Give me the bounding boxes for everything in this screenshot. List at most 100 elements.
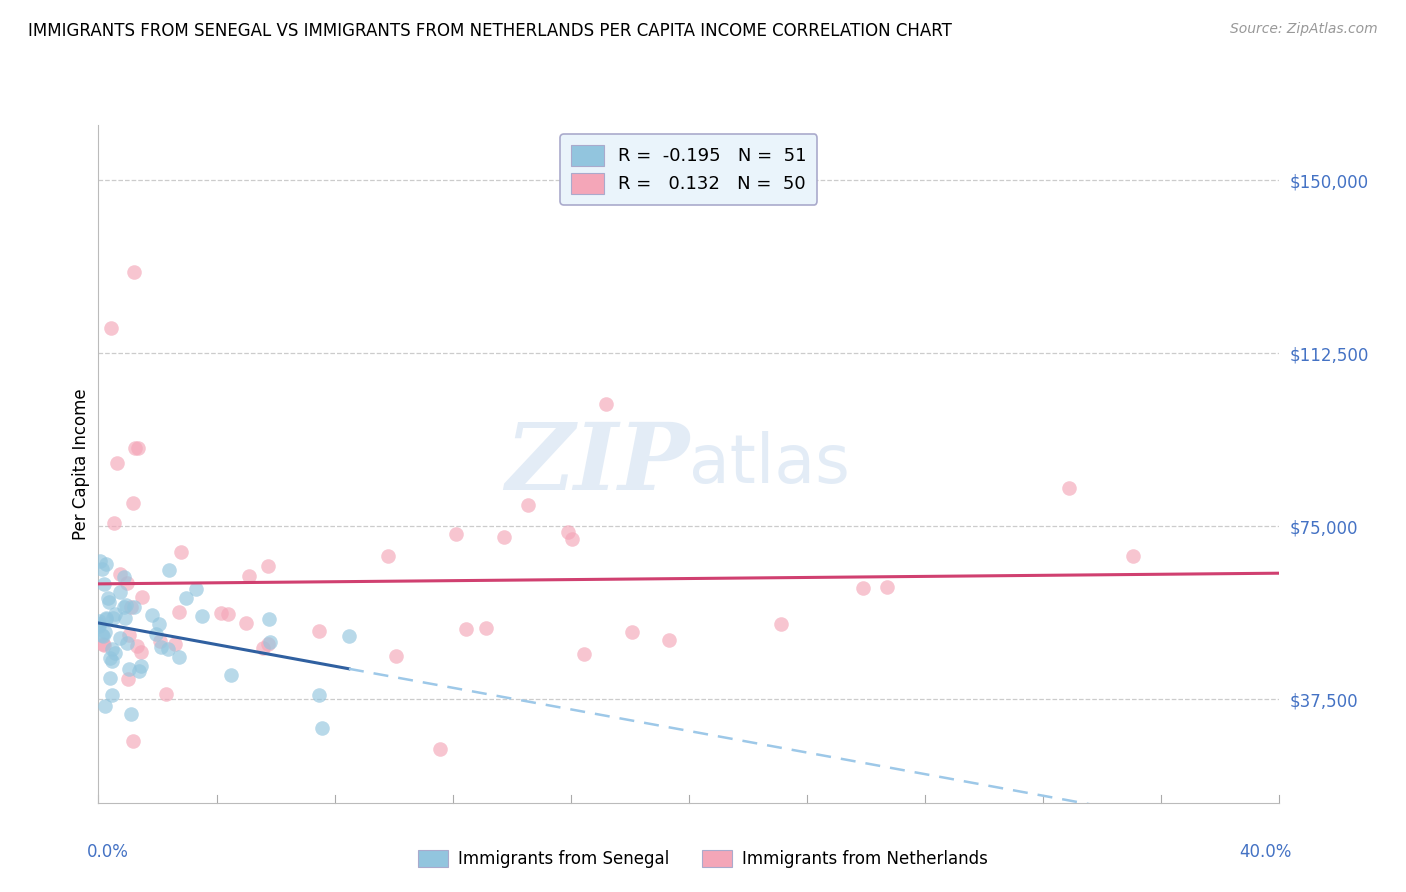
- Legend: R =  -0.195   N =  51, R =   0.132   N =  50: R = -0.195 N = 51, R = 0.132 N = 50: [561, 134, 817, 204]
- Point: [115, 636, 138, 650]
- Point: [94, 625, 117, 640]
- Point: [98, 671, 121, 685]
- Y-axis label: Per Capita Income: Per Capita Income: [72, 388, 90, 540]
- Point: [114, 598, 136, 612]
- Point: [1057, 481, 1080, 495]
- Point: [118, 628, 141, 642]
- Point: [121, 496, 143, 510]
- Point: [93, 638, 115, 652]
- Point: [103, 607, 125, 621]
- Point: [235, 615, 257, 630]
- Point: [101, 688, 124, 702]
- Point: [122, 265, 145, 279]
- Text: ZIP: ZIP: [505, 419, 689, 508]
- Point: [90, 562, 112, 576]
- Point: [149, 633, 172, 648]
- Point: [252, 641, 274, 656]
- Point: [219, 668, 242, 682]
- Point: [98, 595, 121, 609]
- Point: [125, 639, 148, 653]
- Text: 0.0%: 0.0%: [87, 844, 128, 862]
- Point: [100, 320, 122, 334]
- Point: [129, 658, 152, 673]
- Point: [117, 672, 139, 686]
- Point: [155, 687, 177, 701]
- Point: [191, 608, 214, 623]
- Point: [104, 646, 127, 660]
- Point: [184, 582, 207, 596]
- Point: [93, 577, 115, 591]
- Point: [112, 599, 135, 614]
- Point: [112, 569, 135, 583]
- Point: [98, 651, 121, 665]
- Point: [876, 580, 898, 594]
- Point: [257, 637, 280, 651]
- Point: [170, 545, 193, 559]
- Point: [131, 590, 153, 604]
- Point: [89, 619, 111, 633]
- Point: [572, 647, 595, 661]
- Point: [259, 635, 281, 649]
- Point: [770, 617, 793, 632]
- Point: [108, 566, 131, 581]
- Point: [129, 645, 152, 659]
- Point: [157, 642, 180, 657]
- Point: [595, 397, 617, 411]
- Point: [308, 688, 330, 702]
- Point: [257, 559, 280, 574]
- Point: [141, 607, 163, 622]
- Point: [167, 649, 190, 664]
- Point: [96, 558, 118, 572]
- Point: [91, 637, 114, 651]
- Point: [494, 530, 516, 544]
- Text: 40.0%: 40.0%: [1239, 844, 1291, 862]
- Point: [311, 721, 333, 735]
- Point: [475, 622, 498, 636]
- Point: [148, 617, 170, 632]
- Point: [128, 664, 150, 678]
- Point: [557, 525, 579, 540]
- Point: [209, 606, 232, 620]
- Point: [337, 629, 360, 643]
- Point: [114, 611, 136, 625]
- Point: [122, 734, 145, 748]
- Point: [127, 441, 149, 455]
- Point: [385, 648, 408, 663]
- Point: [117, 662, 139, 676]
- Point: [517, 498, 540, 512]
- Point: [91, 629, 114, 643]
- Point: [561, 532, 583, 546]
- Point: [149, 640, 172, 654]
- Point: [122, 600, 145, 615]
- Point: [89, 614, 111, 628]
- Point: [658, 633, 681, 648]
- Point: [257, 611, 280, 625]
- Point: [120, 600, 142, 615]
- Text: Source: ZipAtlas.com: Source: ZipAtlas.com: [1230, 22, 1378, 37]
- Point: [174, 591, 197, 605]
- Point: [429, 741, 451, 756]
- Point: [145, 627, 167, 641]
- Text: atlas: atlas: [689, 431, 849, 497]
- Point: [87, 617, 110, 632]
- Point: [101, 654, 124, 668]
- Point: [94, 612, 117, 626]
- Legend: Immigrants from Senegal, Immigrants from Netherlands: Immigrants from Senegal, Immigrants from…: [411, 843, 995, 875]
- Point: [157, 563, 180, 577]
- Point: [1122, 549, 1144, 563]
- Point: [852, 582, 875, 596]
- Point: [94, 611, 117, 625]
- Point: [101, 611, 124, 625]
- Point: [97, 591, 120, 606]
- Point: [165, 637, 187, 651]
- Point: [94, 698, 117, 713]
- Point: [217, 607, 239, 621]
- Point: [456, 622, 478, 636]
- Point: [110, 631, 132, 645]
- Point: [446, 527, 468, 541]
- Point: [103, 516, 125, 530]
- Point: [620, 625, 643, 640]
- Point: [110, 585, 132, 599]
- Point: [115, 576, 138, 591]
- Point: [101, 642, 124, 657]
